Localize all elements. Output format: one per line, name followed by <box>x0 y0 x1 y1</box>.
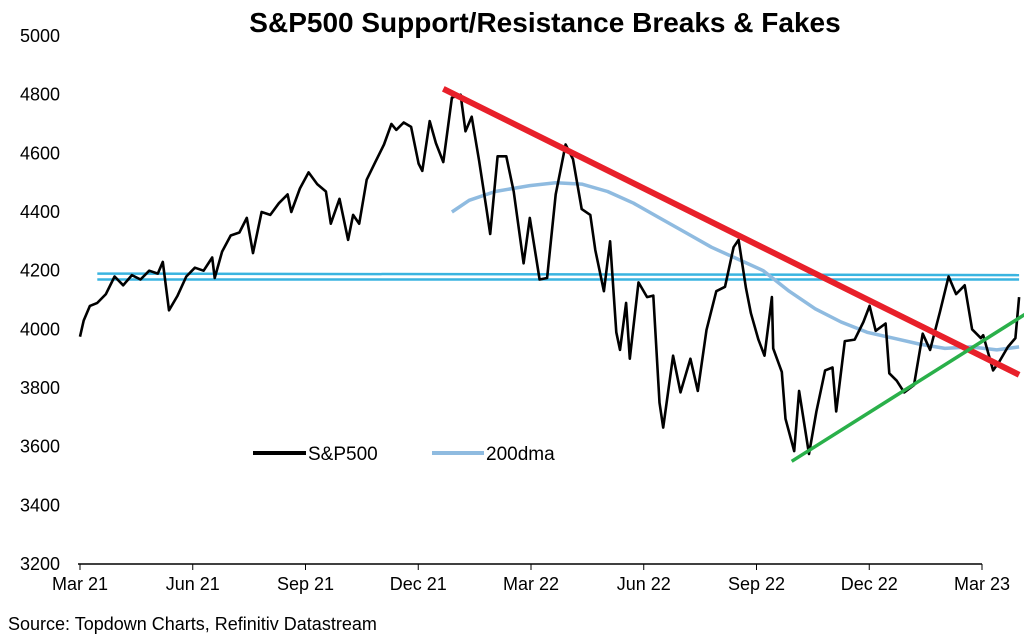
x-axis: Mar 21 Jun 21 Sep 21 Dec 21 Mar 22 Jun 22 Sep … <box>52 564 1010 594</box>
y-axis: 5000 4800 4600 4400 4200 4000 3800 3600 3400 3200 <box>20 26 60 574</box>
y-tick-label: 3600 <box>20 437 60 457</box>
x-tick-label: Jun 21 <box>166 574 220 594</box>
chart-title: S&P500 Support/Resistance Breaks & Fakes <box>249 7 840 38</box>
support-lines <box>97 272 1020 281</box>
legend-label-sp500: S&P500 <box>308 444 378 465</box>
x-tick-label: Mar 22 <box>503 574 559 594</box>
y-tick-label: 3400 <box>20 495 60 515</box>
x-tick-label: Jun 22 <box>617 574 671 594</box>
series-line-s-p500 <box>78 93 1021 456</box>
horizontal-support-line <box>97 272 1020 277</box>
x-tick-label: Sep 21 <box>277 574 334 594</box>
y-tick-label: 4000 <box>20 319 60 339</box>
x-tick-label: Mar 23 <box>954 574 1010 594</box>
x-tick-label: Dec 22 <box>841 574 898 594</box>
downtrend-resistance-line <box>441 86 1021 378</box>
y-tick-label: 4800 <box>20 85 60 105</box>
y-tick-label: 5000 <box>20 26 60 46</box>
y-tick-label: 3200 <box>20 554 60 574</box>
y-tick-label: 4400 <box>20 202 60 222</box>
y-tick-label: 4200 <box>20 261 60 281</box>
y-tick-label: 3800 <box>20 378 60 398</box>
x-tick-label: Mar 21 <box>52 574 108 594</box>
uptrend-support-line <box>790 312 1024 463</box>
source-note: Source: Topdown Charts, Refinitiv Datast… <box>8 614 377 634</box>
y-tick-label: 4600 <box>20 143 60 163</box>
trend-lines <box>441 86 1024 463</box>
x-tick-label: Dec 21 <box>390 574 447 594</box>
legend-label-200dma: 200dma <box>486 444 555 465</box>
legend: S&P500 200dma <box>253 444 555 465</box>
series-layer <box>78 93 1021 456</box>
x-tick-label: Sep 22 <box>728 574 785 594</box>
